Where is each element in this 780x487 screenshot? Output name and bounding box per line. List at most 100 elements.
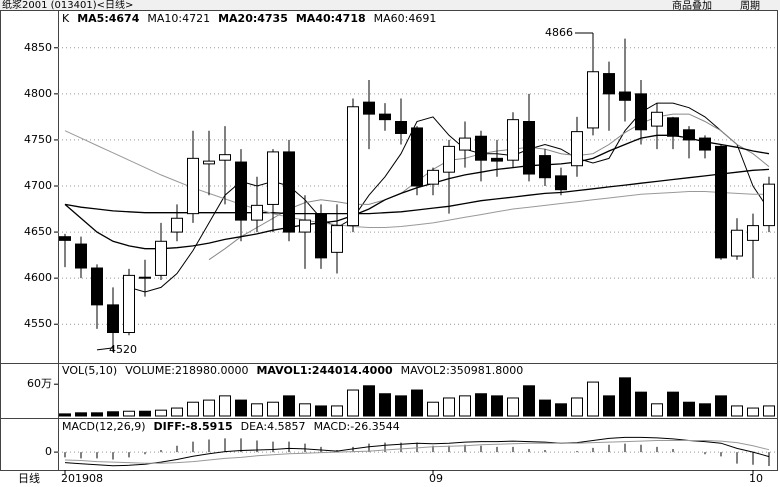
legend-entry: MAVOL1:244014.4000: [256, 364, 393, 377]
high-annotation: 4866: [545, 26, 573, 39]
volume-bar: [571, 397, 583, 417]
y-tick-label: 4850: [24, 41, 52, 54]
candle-body: [699, 137, 711, 151]
header-bar: [0, 0, 780, 10]
ma-line: [64, 440, 770, 464]
candle-body: [283, 151, 295, 233]
period-label: 日线: [18, 471, 40, 485]
volume-bar: [443, 397, 455, 417]
volume-bar: [91, 412, 103, 417]
legend-entry: MACD(12,26,9): [62, 420, 146, 433]
frame: [0, 10, 778, 471]
volume-bar: [379, 393, 391, 417]
candle-body: [747, 225, 759, 241]
x-tick-label: 09: [429, 472, 443, 485]
candle-body: [651, 111, 663, 127]
volume-bar: [475, 393, 487, 417]
volume-bar: [411, 389, 423, 417]
volume-bar: [667, 391, 679, 417]
candle-body: [619, 91, 631, 101]
volume-bar: [491, 395, 503, 417]
candle-body: [539, 155, 551, 179]
candle-body: [475, 135, 487, 161]
candle-body: [443, 145, 455, 173]
ma-line: [208, 113, 770, 261]
candle-body: [491, 157, 503, 162]
candle-body: [763, 183, 775, 227]
volume-bar: [155, 409, 167, 417]
candle-body: [731, 229, 743, 257]
volume-bar: [219, 395, 231, 417]
candle-body: [459, 137, 471, 151]
ma-line: [64, 436, 770, 467]
volume-bar: [459, 395, 471, 417]
instrument-title: 纸浆2001 (013401)<日线>: [2, 0, 133, 11]
volume-bar: [171, 407, 183, 417]
legend-entry: MA10:4721: [147, 12, 210, 25]
volume-bar: [203, 399, 215, 417]
ma-line: [64, 168, 770, 215]
candle-body: [571, 131, 583, 167]
period-button[interactable]: 周期: [740, 0, 760, 12]
candle-body: [523, 120, 535, 175]
y-tick-label: 4550: [24, 317, 52, 330]
candle-body: [267, 151, 279, 205]
y-tick-label: 4800: [24, 87, 52, 100]
candle-body: [155, 240, 167, 276]
volume-bar: [635, 391, 647, 417]
y-tick-label: 4600: [24, 271, 52, 284]
volume-bar: [315, 405, 327, 417]
candle-body: [379, 113, 391, 121]
volume-bar: [699, 403, 711, 417]
volume-bar: [267, 401, 279, 417]
volume-bar: [139, 410, 151, 417]
legend-entry: MAVOL2:350981.8000: [401, 364, 524, 377]
candle-body: [187, 157, 199, 215]
legend-entry: MA20:4735: [218, 12, 288, 25]
y-tick-label: 4650: [24, 225, 52, 238]
legend-entry: DIFF:-8.5915: [154, 420, 233, 433]
volume-bar: [75, 412, 87, 417]
candle-body: [75, 243, 87, 269]
volume-bar: [427, 401, 439, 417]
x-tick-label: 10: [749, 472, 763, 485]
candle-body: [91, 267, 103, 306]
candle-body: [411, 127, 423, 187]
volume-bar: [59, 413, 71, 417]
legend-entry: DEA:4.5857: [241, 420, 306, 433]
candle-body: [299, 219, 311, 233]
volume-bar: [539, 399, 551, 417]
low-annotation: 4520: [109, 343, 137, 356]
volume-bar: [507, 397, 519, 417]
volume-bar: [763, 405, 775, 417]
volume-bar: [523, 385, 535, 417]
volume-bar: [235, 399, 247, 417]
candle-body: [603, 73, 615, 95]
candle-body: [107, 304, 119, 334]
volume-bar: [187, 401, 199, 417]
y-tick-label: 0: [45, 445, 52, 458]
overlay-button[interactable]: 商品叠加: [672, 0, 712, 12]
volume-bar: [363, 385, 375, 417]
volume-bar: [603, 395, 615, 417]
y-tick-label: 60万: [27, 377, 52, 390]
volume-bar: [347, 389, 359, 417]
candle-body: [219, 154, 231, 161]
candle-body: [123, 274, 135, 334]
volume-bar: [683, 401, 695, 417]
volume-bar: [123, 410, 135, 417]
candle-body: [203, 160, 215, 165]
volume-bar: [251, 403, 263, 417]
volume-bar: [395, 395, 407, 417]
candle-body: [235, 161, 247, 221]
ma-line: [64, 130, 769, 228]
candle-body: [315, 213, 327, 259]
legend-entry: MACD:-26.3544: [314, 420, 400, 433]
candle-body: [331, 225, 343, 253]
volume-bar: [283, 395, 295, 417]
volume-bar: [555, 403, 567, 417]
candle-body: [683, 129, 695, 141]
annotation-leader: [96, 347, 114, 351]
